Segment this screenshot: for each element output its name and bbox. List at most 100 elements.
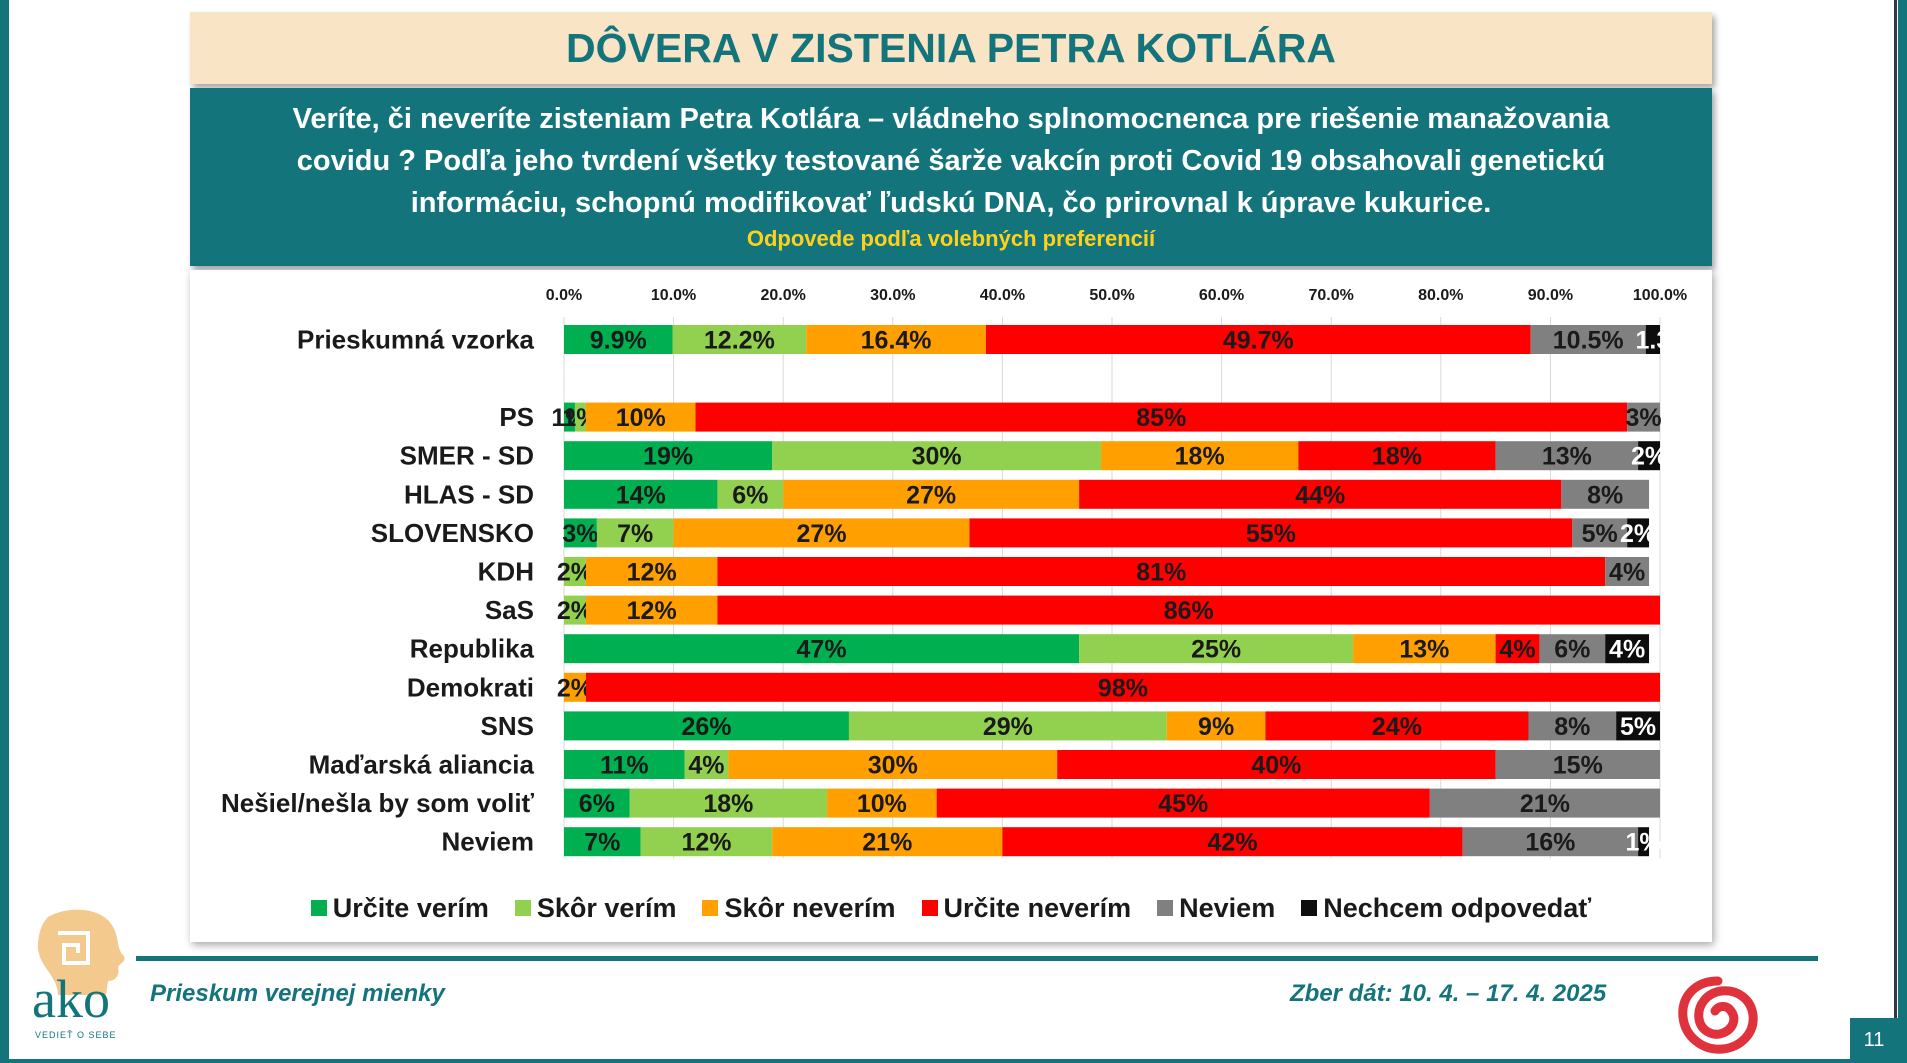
data-label: 10.5% [1553, 327, 1624, 355]
bar-segment [1101, 441, 1299, 471]
bar-segment [695, 402, 1628, 432]
frame-bottom-border [0, 1059, 1907, 1063]
data-label: 12% [627, 597, 677, 625]
data-label: 55% [1246, 520, 1296, 548]
data-label: 4% [1499, 636, 1535, 664]
data-label: 8% [1554, 713, 1590, 741]
chart-legend: Určite verím Skôr verím Skôr neverím Určite… [190, 888, 1712, 928]
legend-label: Nechcem odpovedať [1323, 892, 1592, 923]
bar-segment [564, 402, 575, 432]
data-label: 19% [643, 443, 693, 471]
data-label: 13% [1542, 443, 1592, 471]
bar-segment [783, 479, 1080, 509]
data-label: 4% [1609, 636, 1645, 664]
category-label: Neviem [442, 827, 535, 857]
data-label: 10% [616, 404, 666, 432]
data-label: 12% [681, 829, 731, 857]
data-label: 11% [600, 752, 649, 780]
chart-panel: 0.0% 10.0% 20.0% 30.0% 40.0% 50.0% 60.0% 70.0% 8… [190, 270, 1712, 942]
x-tick-label: 10.0% [651, 287, 696, 304]
data-label: 44% [1295, 481, 1345, 509]
footer-divider [136, 956, 1818, 961]
x-tick-label: 50.0% [1089, 287, 1134, 304]
bar-segment [1627, 402, 1660, 432]
data-label: 42% [1208, 829, 1258, 857]
bar-segment [1495, 750, 1660, 779]
legend-swatch [921, 900, 938, 916]
legend-label: Neviem [1179, 892, 1276, 923]
bar-segment [585, 402, 696, 432]
data-label: 6% [1554, 636, 1590, 664]
bar-segment [1645, 325, 1660, 354]
bar-segment [1638, 441, 1660, 471]
data-label: 5% [1582, 520, 1618, 548]
bar-segment [1079, 479, 1562, 509]
data-label: 7% [617, 520, 653, 548]
bar-segment [672, 325, 807, 354]
bar-segment [640, 827, 773, 857]
data-label: 16% [1525, 829, 1575, 857]
bar-segment [1495, 634, 1540, 664]
category-label: Maďarská aliancia [309, 750, 535, 780]
question-box: Veríte, či neveríte zisteniam Petra Kotl… [190, 88, 1712, 266]
category-label: SNS [481, 711, 534, 741]
bar-segment [564, 557, 586, 586]
data-label: 9.9% [590, 327, 647, 355]
frame-right-shadow [1894, 0, 1897, 1063]
bar-segment [564, 634, 1080, 664]
bar-segment [564, 518, 597, 548]
bar-segment [564, 441, 773, 471]
data-label: 21% [862, 829, 912, 857]
x-tick-label: 40.0% [980, 287, 1025, 304]
bar-segment [717, 479, 784, 509]
category-label: Demokrati [407, 672, 534, 702]
bar-segment [1079, 634, 1354, 664]
data-label: 1.3 [1635, 327, 1670, 355]
bar-segment [806, 325, 986, 354]
data-label: 49.7% [1223, 327, 1294, 355]
x-tick-label: 0.0% [546, 287, 582, 304]
bar-segment [564, 595, 586, 625]
ako-head-logo-icon [37, 909, 125, 995]
question-subtitle: Odpovede podľa volebných preferencií [746, 226, 1156, 251]
data-label: 25% [1191, 636, 1241, 664]
x-tick-label: 20.0% [761, 287, 806, 304]
data-label: 18% [1372, 443, 1422, 471]
legend-label: Určite verím [332, 892, 489, 923]
data-label: 26% [681, 713, 731, 741]
data-label: 4% [688, 752, 724, 780]
bar-segment [1605, 634, 1650, 664]
bar-segment [1353, 634, 1496, 664]
category-label: Republika [410, 634, 535, 664]
data-label: 2% [1631, 443, 1667, 471]
data-label: 18% [1175, 443, 1225, 471]
bar-segment [1298, 441, 1496, 471]
data-label: 86% [1164, 597, 1214, 625]
bar-segment [1265, 711, 1529, 741]
bar-segment [1627, 518, 1650, 548]
page-number: 11 [1850, 1018, 1898, 1063]
data-label: 5% [1620, 713, 1656, 741]
category-label: SLOVENSKO [371, 518, 534, 548]
legend-swatch [1301, 900, 1318, 916]
data-label: 3% [562, 520, 598, 548]
bar-segment [717, 595, 1660, 625]
legend-item: Skôr neverím [702, 893, 896, 924]
category-label: PS [499, 402, 534, 432]
legend-swatch [702, 900, 719, 916]
frame-left-border [0, 0, 9, 1063]
stacked-bar-chart: 0.0% 10.0% 20.0% 30.0% 40.0% 50.0% 60.0% 70.0% 8… [221, 287, 1687, 859]
data-label: 12% [627, 559, 677, 587]
bar-segment [1495, 441, 1639, 471]
bar-segment [1572, 518, 1628, 548]
category-label: SMER - SD [400, 441, 534, 471]
swirl-logo-icon [1678, 976, 1758, 1054]
bar-segment [585, 595, 718, 625]
legend-item: Skôr verím [514, 893, 676, 924]
bar-segment [596, 518, 674, 548]
bar-segment [985, 325, 1531, 354]
slide-title-box: DÔVERA V ZISTENIA PETRA KOTLÁRA [190, 12, 1712, 84]
bar-segment [1002, 827, 1463, 857]
data-label: 6% [579, 790, 615, 818]
